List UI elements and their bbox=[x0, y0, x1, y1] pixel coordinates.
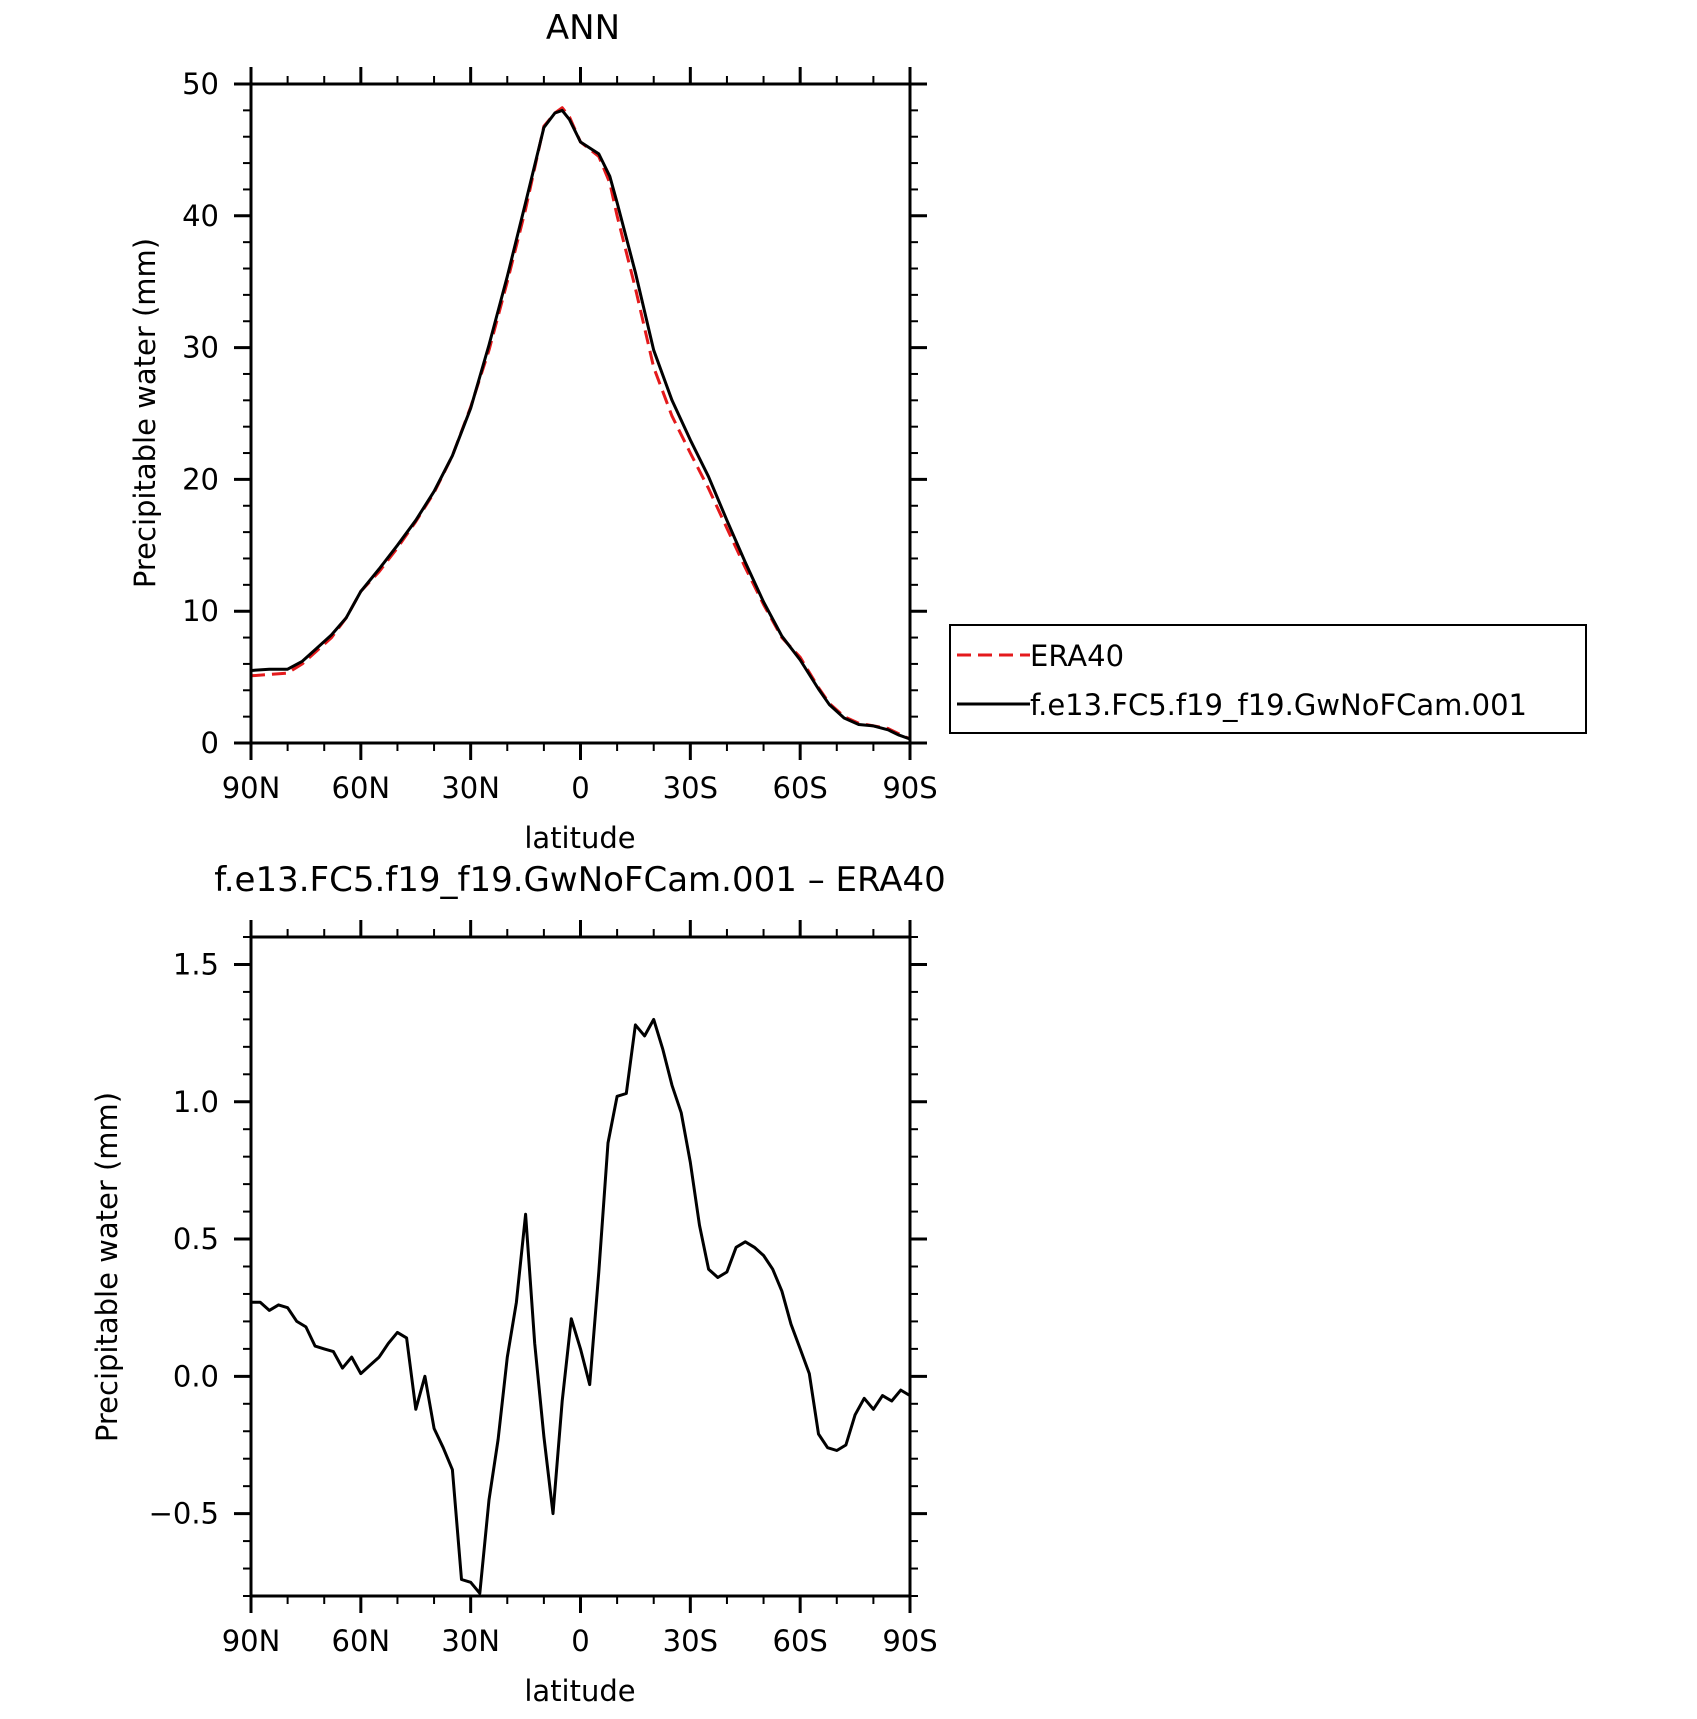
bottom-panel: f.e13.FC5.f19_f19.GwNoFCam.001 – ERA40 −… bbox=[90, 860, 946, 1708]
bottom-x-axis-label: latitude bbox=[524, 1674, 635, 1708]
y-tick-label: 20 bbox=[182, 462, 219, 496]
top-series-line-1 bbox=[250, 108, 911, 741]
bottom-tick-labels: −0.5 0.0 0.5 1.0 1.5 90N 60N 30N 0 30S 60S 90S bbox=[149, 947, 938, 1658]
legend-label-era40: ERA40 bbox=[1030, 639, 1124, 673]
y-tick-label: 10 bbox=[182, 594, 219, 628]
top-tick-labels: 0 10 20 30 40 50 90N 60N 30N 0 30S 60S 90S bbox=[182, 67, 938, 805]
x-tick-label: 60N bbox=[332, 1624, 391, 1658]
x-tick-label: 90S bbox=[882, 771, 937, 805]
bottom-plot-frame bbox=[249, 935, 912, 1598]
bottom-series-lines bbox=[251, 1017, 911, 1595]
top-x-ticks bbox=[249, 67, 912, 760]
x-tick-label: 30N bbox=[441, 771, 500, 805]
top-series-lines bbox=[250, 106, 911, 741]
x-tick-label: 90N bbox=[222, 771, 281, 805]
top-chart-title: ANN bbox=[546, 8, 620, 48]
y-tick-label: 1.5 bbox=[173, 947, 219, 981]
x-tick-label: 90S bbox=[882, 1624, 937, 1658]
x-tick-label: 60S bbox=[773, 1624, 828, 1658]
top-x-axis-label: latitude bbox=[524, 821, 635, 855]
y-tick-label: 50 bbox=[182, 67, 219, 101]
top-panel: ANN 0 10 20 30 40 50 90N 60N 30N 0 30S 60S 90S Preci… bbox=[128, 8, 1587, 855]
bottom-chart-title: f.e13.FC5.f19_f19.GwNoFCam.001 – ERA40 bbox=[214, 860, 946, 900]
legend-label-model: f.e13.FC5.f19_f19.GwNoFCam.001 bbox=[1030, 688, 1527, 722]
top-y-axis-label: Precipitable water (mm) bbox=[128, 238, 162, 588]
x-tick-label: 60S bbox=[773, 771, 828, 805]
y-tick-label: 1.0 bbox=[173, 1085, 219, 1119]
legend: ERA40 f.e13.FC5.f19_f19.GwNoFCam.001 bbox=[949, 624, 1587, 734]
y-tick-label: 0.0 bbox=[173, 1359, 219, 1393]
bottom-x-ticks bbox=[249, 920, 912, 1613]
top-series-line-0 bbox=[250, 106, 911, 741]
x-tick-label: 0 bbox=[571, 771, 589, 805]
x-tick-label: 60N bbox=[332, 771, 391, 805]
top-plot-frame bbox=[249, 82, 912, 745]
x-tick-label: 0 bbox=[571, 1624, 589, 1658]
x-tick-label: 30S bbox=[663, 1624, 718, 1658]
legend-box bbox=[949, 624, 1587, 734]
bottom-y-axis-label: Precipitable water (mm) bbox=[90, 1092, 124, 1442]
bottom-series-line-0 bbox=[251, 1017, 911, 1595]
top-y-ticks bbox=[234, 82, 927, 745]
y-tick-label: 0 bbox=[201, 726, 219, 760]
x-tick-label: 30N bbox=[441, 1624, 500, 1658]
y-tick-label: −0.5 bbox=[149, 1497, 219, 1531]
bottom-y-ticks bbox=[234, 936, 927, 1597]
y-tick-label: 40 bbox=[182, 199, 219, 233]
y-tick-label: 30 bbox=[182, 331, 219, 365]
x-tick-label: 90N bbox=[222, 1624, 281, 1658]
x-tick-label: 30S bbox=[663, 771, 718, 805]
y-tick-label: 0.5 bbox=[173, 1222, 219, 1256]
